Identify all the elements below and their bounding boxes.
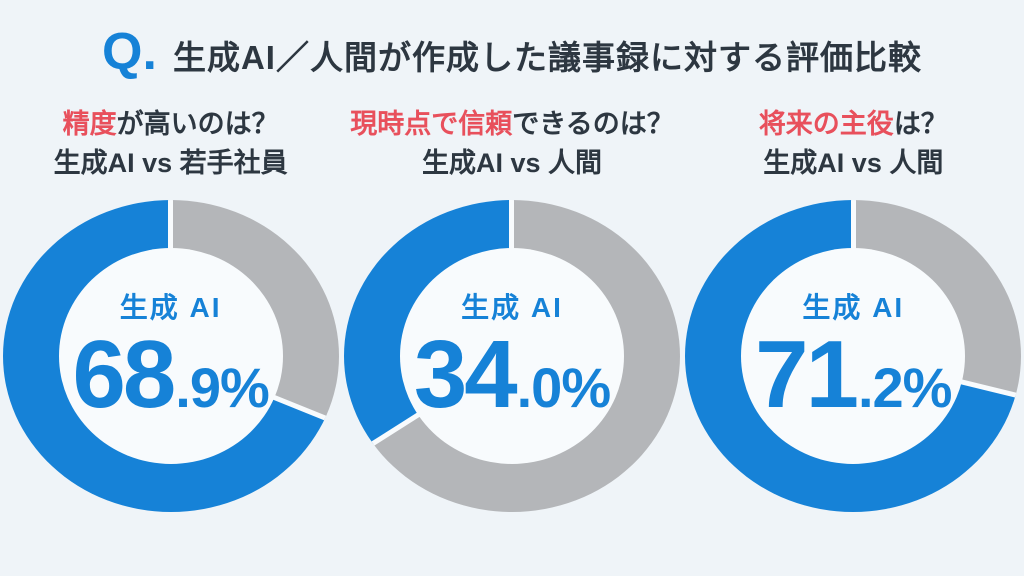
value-decimal: .9% — [175, 359, 269, 416]
value-integer: 71 — [755, 320, 859, 428]
decimal-digits: .9 — [175, 355, 221, 419]
chart-subtitle: 生成AI vs 人間 — [763, 148, 944, 178]
chart-subtitle: 生成AI vs 若手社員 — [53, 148, 288, 178]
donut-center-value: 34.0% — [413, 320, 611, 428]
chart-column-trust: 現時点で信頼できるのは？ 生成AI vs 人間 生成 AI 34.0% — [341, 104, 682, 512]
chart-question: 現時点で信頼できるのは？ — [350, 104, 673, 144]
donut-chart-future: 生成 AI 71.2% — [685, 200, 1022, 512]
percent-sign: % — [220, 355, 270, 419]
chart-subtitle: 生成AI vs 人間 — [421, 148, 603, 178]
value-integer: 34 — [413, 320, 518, 428]
question-rest: が高いのは？ — [116, 109, 279, 139]
chart-column-accuracy: 精度が高いのは？ 生成AI vs 若手社員 生成 AI 68.9% — [0, 104, 341, 512]
donut-hole: 生成 AI 34.0% — [399, 248, 624, 464]
question-rest: できるのは？ — [512, 109, 674, 139]
donut-hole: 生成 AI 68.9% — [58, 248, 283, 464]
question-highlight: 現時点で信頼 — [350, 109, 513, 139]
donut-hole: 生成 AI 71.2% — [741, 248, 966, 464]
chart-question: 将来の主役は？ — [759, 104, 948, 144]
decimal-digits: .2 — [857, 355, 904, 419]
value-decimal: .2% — [858, 359, 952, 416]
decimal-digits: .0 — [516, 355, 563, 419]
question-highlight: 将来の主役 — [758, 109, 894, 139]
value-decimal: .0% — [517, 359, 611, 416]
percent-sign: % — [902, 355, 953, 419]
charts-row: 精度が高いのは？ 生成AI vs 若手社員 生成 AI 68.9% 現時点で信頼… — [0, 104, 1024, 512]
percent-sign: % — [561, 355, 611, 419]
donut-chart-trust: 生成 AI 34.0% — [343, 200, 680, 512]
page-header: Q. 生成AI／人間が作成した議事録に対する評価比較 — [0, 0, 1024, 78]
donut-center-label: 生成 AI — [461, 291, 563, 323]
donut-chart-accuracy: 生成 AI 68.9% — [2, 200, 339, 512]
page-title: 生成AI／人間が作成した議事録に対する評価比較 — [172, 39, 922, 76]
donut-center-label: 生成 AI — [119, 291, 222, 323]
question-mark-label: Q. — [102, 23, 157, 81]
donut-center-label: 生成 AI — [802, 291, 905, 323]
value-integer: 68 — [72, 320, 177, 428]
chart-column-future: 将来の主役は？ 生成AI vs 人間 生成 AI 71.2% — [683, 104, 1024, 512]
chart-question: 精度が高いのは？ — [63, 104, 279, 144]
question-rest: は？ — [893, 109, 948, 139]
donut-center-value: 71.2% — [755, 320, 952, 428]
question-highlight: 精度 — [62, 109, 117, 139]
donut-center-value: 68.9% — [72, 320, 270, 428]
